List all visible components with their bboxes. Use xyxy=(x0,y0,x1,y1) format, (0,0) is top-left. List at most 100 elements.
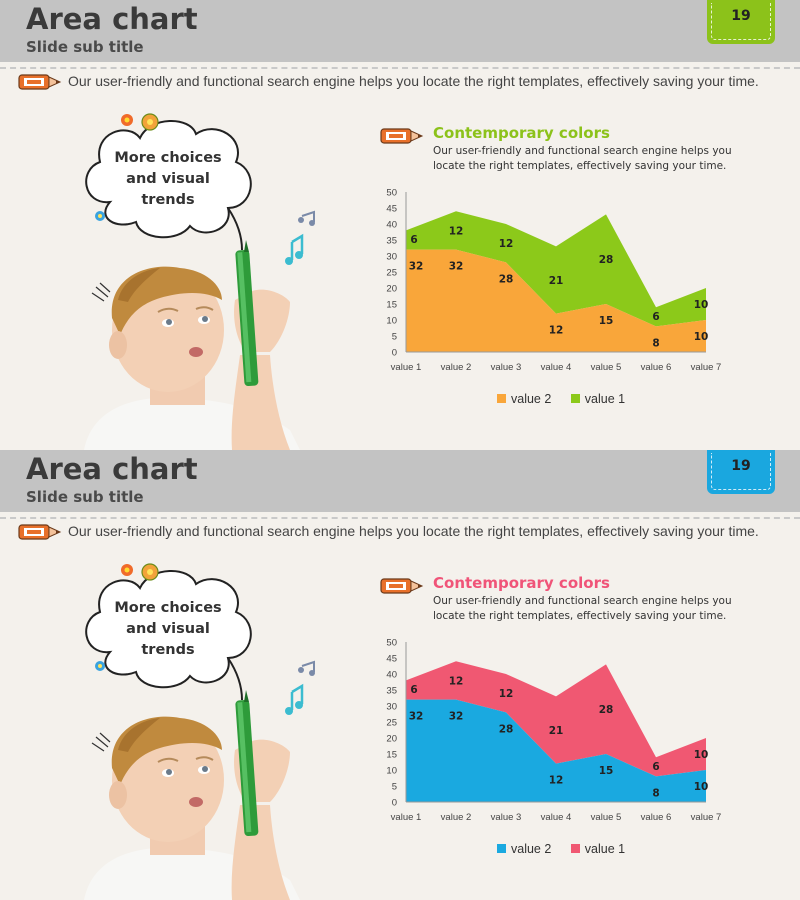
page-number: 19 xyxy=(731,8,751,24)
legend-label-value2: value 2 xyxy=(511,842,552,856)
chart-legend: value 2 value 1 xyxy=(497,392,641,406)
music-notes-icon xyxy=(285,210,315,265)
y-tick-label: 30 xyxy=(386,252,397,263)
y-tick-label: 15 xyxy=(386,300,397,311)
x-tick-label: value 7 xyxy=(691,812,722,823)
data-label-value2: 32 xyxy=(409,261,424,273)
bubble-line-3: trends xyxy=(141,642,195,658)
y-tick-label: 5 xyxy=(392,782,397,793)
data-label-value1: 21 xyxy=(549,725,564,737)
data-label-value2: 10 xyxy=(694,781,709,793)
data-label-value2: 15 xyxy=(599,765,614,777)
bubble-text: More choices and visual trends xyxy=(98,148,238,211)
bubble-text: More choices and visual trends xyxy=(98,598,238,661)
area-chart: 0 5 10 15 20 25 30 35 40 45 50 value 1 value 2 value … xyxy=(386,188,721,374)
data-label-value1: 28 xyxy=(599,704,614,716)
y-tick-label: 5 xyxy=(392,332,397,343)
data-label-value1: 6 xyxy=(410,234,417,246)
y-tick-label: 0 xyxy=(392,348,397,359)
y-tick-label: 25 xyxy=(386,268,397,279)
x-tick-label: value 3 xyxy=(491,812,522,823)
y-tick-label: 0 xyxy=(392,798,397,809)
y-tick-label: 50 xyxy=(386,188,397,199)
bubble-line-2: and visual xyxy=(126,171,210,187)
slide-title: Area chart xyxy=(26,452,198,486)
header-bar xyxy=(0,450,800,512)
x-tick-label: value 2 xyxy=(441,362,472,373)
y-tick-label: 45 xyxy=(386,654,397,665)
x-tick-label: value 4 xyxy=(541,362,572,373)
x-tick-label: value 3 xyxy=(491,362,522,373)
data-label-value2: 32 xyxy=(449,261,464,273)
y-tick-label: 20 xyxy=(386,734,397,745)
area-chart: 0 5 10 15 20 25 30 35 40 45 50 value 1 value 2 value … xyxy=(386,638,722,824)
header-bar xyxy=(0,0,800,62)
data-label-value1: 12 xyxy=(449,225,464,237)
data-label-value1: 10 xyxy=(694,749,709,761)
y-tick-label: 50 xyxy=(386,638,397,649)
tab-stitching xyxy=(711,453,771,490)
data-label-value2: 15 xyxy=(599,315,614,327)
legend-swatch-value2 xyxy=(497,844,506,853)
y-tick-label: 40 xyxy=(386,220,397,231)
chart-legend: value 2 value 1 xyxy=(497,842,641,856)
chart-crayon-icon xyxy=(380,128,424,144)
chart-title: Contemporary colors xyxy=(433,124,610,142)
data-label-value1: 6 xyxy=(410,684,417,696)
legend-swatch-value1 xyxy=(570,844,580,853)
y-tick-label: 35 xyxy=(386,686,397,697)
x-tick-label: value 1 xyxy=(391,362,422,373)
y-tick-label: 40 xyxy=(386,670,397,681)
data-label-value2: 28 xyxy=(499,273,514,285)
data-label-value1: 6 xyxy=(652,311,659,323)
x-tick-label: value 6 xyxy=(641,812,672,823)
slide: Area chart Slide sub title 19 Our user-f… xyxy=(0,0,800,450)
data-label-value2: 12 xyxy=(549,775,564,787)
y-tick-label: 15 xyxy=(386,750,397,761)
boy-photo xyxy=(84,690,300,900)
data-label-value2: 10 xyxy=(694,331,709,343)
data-label-value2: 12 xyxy=(549,325,564,337)
chart-description: Our user-friendly and functional search … xyxy=(433,145,732,172)
boy-photo xyxy=(84,240,300,450)
bubble-line-1: More choices xyxy=(114,150,222,166)
data-label-value1: 28 xyxy=(599,254,614,266)
data-label-value1: 12 xyxy=(449,675,464,687)
y-tick-label: 30 xyxy=(386,702,397,713)
data-label-value2: 28 xyxy=(499,723,514,735)
page-number-tab: 19 xyxy=(707,450,775,494)
series-area-value2 xyxy=(406,699,706,802)
slide-title: Area chart xyxy=(26,2,198,36)
slide-subtitle: Slide sub title xyxy=(26,38,144,56)
chart-description: Our user-friendly and functional search … xyxy=(433,595,732,622)
page-number: 19 xyxy=(731,458,751,474)
slide: Area chart Slide sub title 19 Our user-f… xyxy=(0,450,800,900)
legend-label-value1: value 1 xyxy=(584,392,626,406)
slide-subtitle: Slide sub title xyxy=(26,488,144,506)
y-tick-label: 10 xyxy=(386,766,397,777)
thought-bubble xyxy=(85,563,252,701)
series-area-value1 xyxy=(406,661,706,777)
dashed-divider xyxy=(0,517,800,519)
data-label-value2: 32 xyxy=(449,711,464,723)
crayon-icon xyxy=(18,524,62,540)
x-tick-label: value 1 xyxy=(391,812,422,823)
bubble-line-3: trends xyxy=(141,192,195,208)
data-label-value2: 32 xyxy=(409,711,424,723)
x-tick-label: value 5 xyxy=(591,362,622,373)
tab-stitching xyxy=(711,3,771,40)
x-tick-label: value 5 xyxy=(591,812,622,823)
slide-description: Our user-friendly and functional search … xyxy=(68,73,759,89)
legend-swatch-value1 xyxy=(570,394,580,403)
x-tick-label: value 6 xyxy=(641,362,672,373)
y-tick-label: 25 xyxy=(386,718,397,729)
legend-item-value2: value 2 xyxy=(497,842,551,856)
data-label-value2: 8 xyxy=(652,337,659,349)
slide-description: Our user-friendly and functional search … xyxy=(68,523,759,539)
dashed-divider xyxy=(0,67,800,69)
page-number-tab: 19 xyxy=(707,0,775,44)
x-tick-label: value 2 xyxy=(441,812,472,823)
series-area-value2 xyxy=(406,249,706,352)
bubble-line-1: More choices xyxy=(114,600,222,616)
legend-item-value1: value 1 xyxy=(570,842,625,856)
